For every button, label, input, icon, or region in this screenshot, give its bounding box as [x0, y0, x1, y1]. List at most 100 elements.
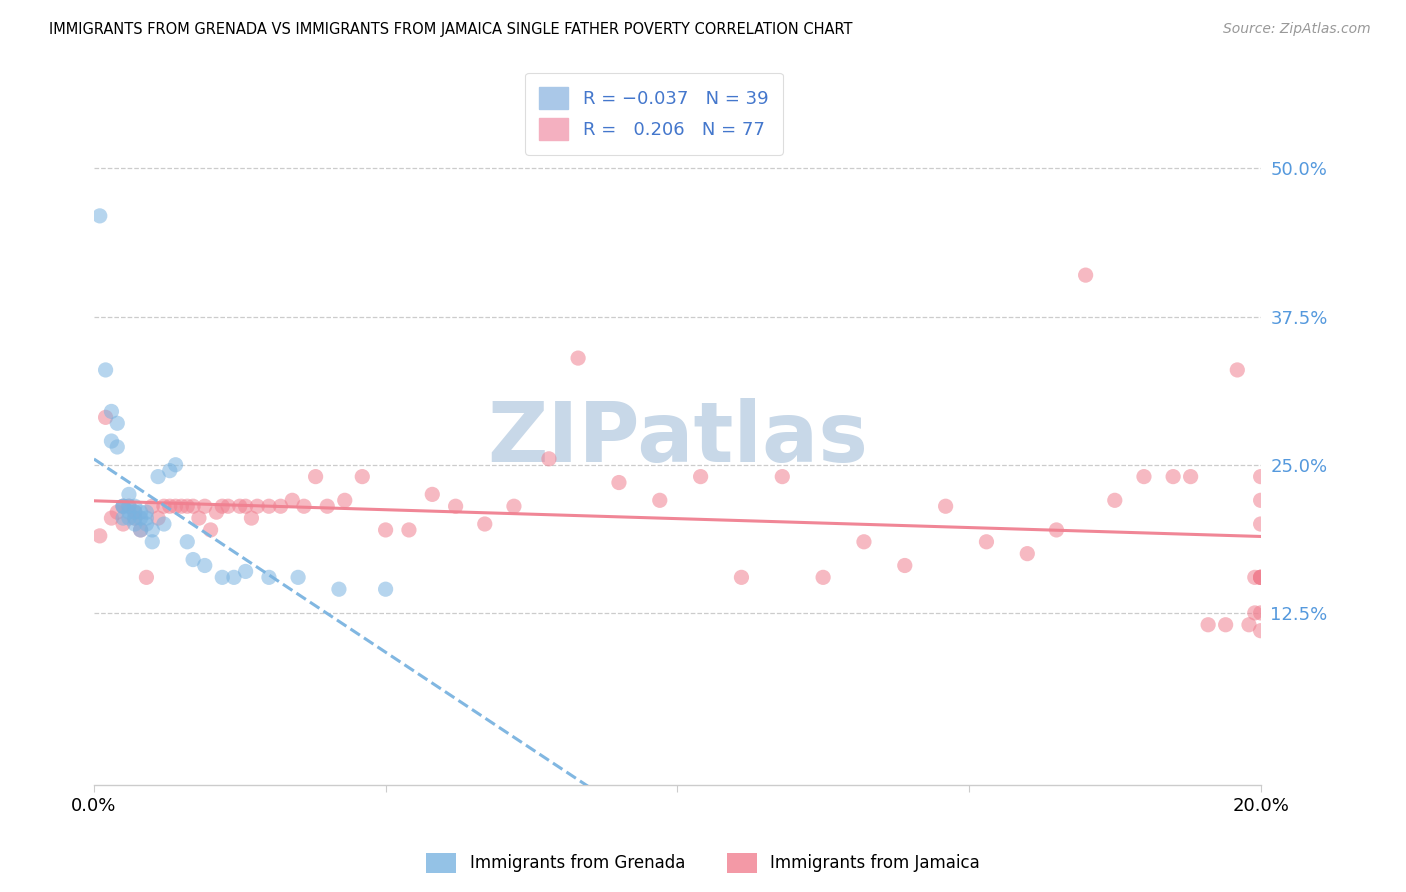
Legend: Immigrants from Grenada, Immigrants from Jamaica: Immigrants from Grenada, Immigrants from… [419, 847, 987, 880]
Point [165, 500, 187, 514]
Point [211, 570, 233, 584]
Point [194, 558, 217, 573]
Point [270, 500, 292, 514]
Point [118, 487, 141, 501]
Point [176, 500, 198, 514]
Point [1250, 516, 1272, 531]
Point [159, 464, 181, 478]
Point [146, 469, 169, 483]
Point [217, 500, 239, 514]
Point [124, 516, 146, 531]
Point [129, 505, 152, 519]
Point [205, 505, 228, 519]
Point [1133, 469, 1156, 483]
Point [105, 440, 128, 454]
Point [235, 500, 257, 514]
Point [1161, 469, 1184, 483]
Point [89, 209, 111, 223]
Point [1250, 570, 1272, 584]
Point [141, 534, 163, 549]
Point [1197, 617, 1219, 632]
Point [1215, 617, 1237, 632]
Point [165, 458, 187, 472]
Point [1250, 606, 1272, 620]
Text: Source: ZipAtlas.com: Source: ZipAtlas.com [1223, 22, 1371, 37]
Point [135, 505, 157, 519]
Point [100, 511, 122, 525]
Point [333, 493, 356, 508]
Point [153, 500, 176, 514]
Point [420, 487, 443, 501]
Point [135, 511, 157, 525]
Point [235, 565, 257, 579]
Point [474, 516, 496, 531]
Point [1250, 570, 1272, 584]
Point [304, 469, 326, 483]
Point [118, 511, 141, 525]
Point [112, 500, 135, 514]
Point [211, 500, 233, 514]
Point [176, 534, 198, 549]
Point [112, 516, 135, 531]
Point [894, 558, 917, 573]
Point [105, 417, 128, 431]
Point [229, 500, 252, 514]
Point [648, 493, 671, 508]
Point [1243, 570, 1265, 584]
Point [124, 511, 146, 525]
Point [141, 523, 163, 537]
Point [1243, 606, 1265, 620]
Point [118, 500, 141, 514]
Point [181, 500, 204, 514]
Point [770, 469, 793, 483]
Point [129, 523, 152, 537]
Point [146, 511, 169, 525]
Point [1250, 624, 1272, 638]
Text: ZIPatlas: ZIPatlas [486, 398, 868, 479]
Point [537, 451, 560, 466]
Point [200, 523, 222, 537]
Point [1017, 547, 1039, 561]
Point [292, 500, 315, 514]
Point [1250, 469, 1272, 483]
Point [811, 570, 834, 584]
Point [240, 511, 263, 525]
Point [1250, 570, 1272, 584]
Point [181, 552, 204, 566]
Point [194, 500, 217, 514]
Point [1226, 363, 1249, 377]
Point [112, 500, 135, 514]
Point [374, 523, 396, 537]
Point [374, 582, 396, 597]
Legend: R = −0.037   N = 39, R =   0.206   N = 77: R = −0.037 N = 39, R = 0.206 N = 77 [524, 73, 783, 154]
Point [316, 500, 339, 514]
Point [1045, 523, 1067, 537]
Point [89, 529, 111, 543]
Point [328, 582, 350, 597]
Point [1250, 570, 1272, 584]
Point [852, 534, 875, 549]
Point [124, 505, 146, 519]
Point [246, 500, 269, 514]
Point [141, 500, 163, 514]
Text: IMMIGRANTS FROM GRENADA VS IMMIGRANTS FROM JAMAICA SINGLE FATHER POVERTY CORRELA: IMMIGRANTS FROM GRENADA VS IMMIGRANTS FR… [49, 22, 852, 37]
Point [222, 570, 245, 584]
Point [124, 505, 146, 519]
Point [135, 570, 157, 584]
Point [287, 570, 309, 584]
Point [159, 500, 181, 514]
Point [398, 523, 420, 537]
Point [112, 500, 135, 514]
Point [100, 434, 122, 448]
Point [1237, 617, 1260, 632]
Point [352, 469, 374, 483]
Point [112, 511, 135, 525]
Point [124, 511, 146, 525]
Point [135, 516, 157, 531]
Point [118, 505, 141, 519]
Point [567, 351, 589, 365]
Point [1180, 469, 1202, 483]
Point [935, 500, 957, 514]
Point [607, 475, 630, 490]
Point [129, 511, 152, 525]
